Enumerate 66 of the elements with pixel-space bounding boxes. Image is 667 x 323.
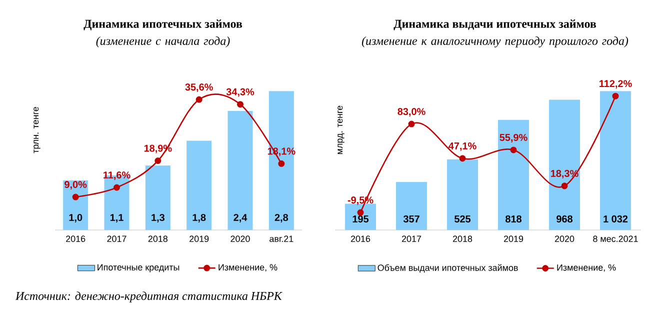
x-tick-label: 2018: [452, 236, 472, 242]
bar: [145, 166, 170, 230]
bar: [186, 140, 212, 230]
x-tick-label: 2016: [350, 236, 370, 242]
bar: [63, 180, 88, 230]
data-label: 818: [506, 215, 522, 222]
x-tick-label: авг.21: [270, 236, 294, 242]
bar: [396, 182, 428, 230]
point: [196, 96, 202, 103]
bar: [447, 159, 478, 230]
x-tick-label: 2017: [107, 236, 126, 242]
chart-subtitle: (изменение к аналогичному периоду прошлого года): [362, 36, 628, 48]
bar: [498, 120, 530, 230]
bar: [345, 204, 376, 230]
legend-label: Ипотечные кредиты: [98, 264, 180, 272]
point: [278, 160, 285, 167]
point: [612, 92, 619, 100]
chart-subtitle: (изменение с начала года): [96, 36, 230, 48]
x-tick-label: 2020: [230, 236, 250, 242]
data-label: 11,6%: [104, 171, 130, 180]
bar: [549, 100, 580, 230]
bar: [228, 110, 253, 230]
data-label: 1,8: [192, 214, 206, 222]
x-tick-label: 8 мес.2021: [593, 236, 638, 242]
data-label: 83,0%: [398, 108, 426, 117]
x-tick-label: 2020: [554, 236, 574, 242]
legend-label: Изменение, %: [557, 264, 616, 272]
text: Источник: денежно-кредитная статистика НБРК: [15, 292, 282, 302]
data-label: 1 032: [604, 215, 628, 222]
x-tick-label: 2017: [402, 236, 422, 242]
point: [459, 155, 466, 162]
data-label: 195: [352, 215, 369, 222]
point: [510, 146, 517, 154]
data-label: 357: [403, 215, 420, 222]
x-tick-label: 2019: [190, 236, 209, 242]
data-label: 47,1%: [448, 142, 476, 151]
point: [114, 184, 120, 191]
data-label: 1,1: [110, 214, 124, 222]
point: [357, 209, 364, 216]
data-label: 34,3%: [226, 88, 254, 97]
x-tick-label: 2019: [504, 236, 524, 242]
chart-title: Динамика выдачи ипотечных займов: [394, 20, 596, 30]
y-axis-title: млрд. тенге: [338, 106, 344, 154]
data-label: 112,2%: [600, 80, 632, 89]
data-label: 1,0: [69, 214, 82, 222]
data-label: 525: [454, 215, 471, 222]
bar: [268, 91, 294, 230]
legend-label: Объем выдачи ипотечных займов: [378, 264, 518, 273]
x-tick-label: 2016: [66, 236, 86, 242]
point: [408, 120, 415, 128]
bar: [600, 91, 631, 230]
data-label: 968: [556, 215, 573, 222]
point: [72, 194, 79, 200]
data-label: 35,6%: [185, 84, 213, 92]
data-label: 9,0%: [64, 181, 87, 190]
data-label: 55,9%: [500, 134, 528, 142]
x-tick-label: 2018: [148, 236, 168, 242]
data-label: 2,4: [234, 214, 248, 222]
point: [154, 158, 162, 164]
legend-label: Изменение, %: [218, 264, 278, 272]
data-label: 1,3: [152, 214, 164, 222]
y-axis-title: трлн. тенге: [34, 107, 40, 154]
point: [237, 101, 244, 108]
chart-title: Динамика ипотечных займов: [84, 20, 242, 30]
data-label: 2,8: [274, 214, 288, 222]
point: [561, 182, 568, 190]
